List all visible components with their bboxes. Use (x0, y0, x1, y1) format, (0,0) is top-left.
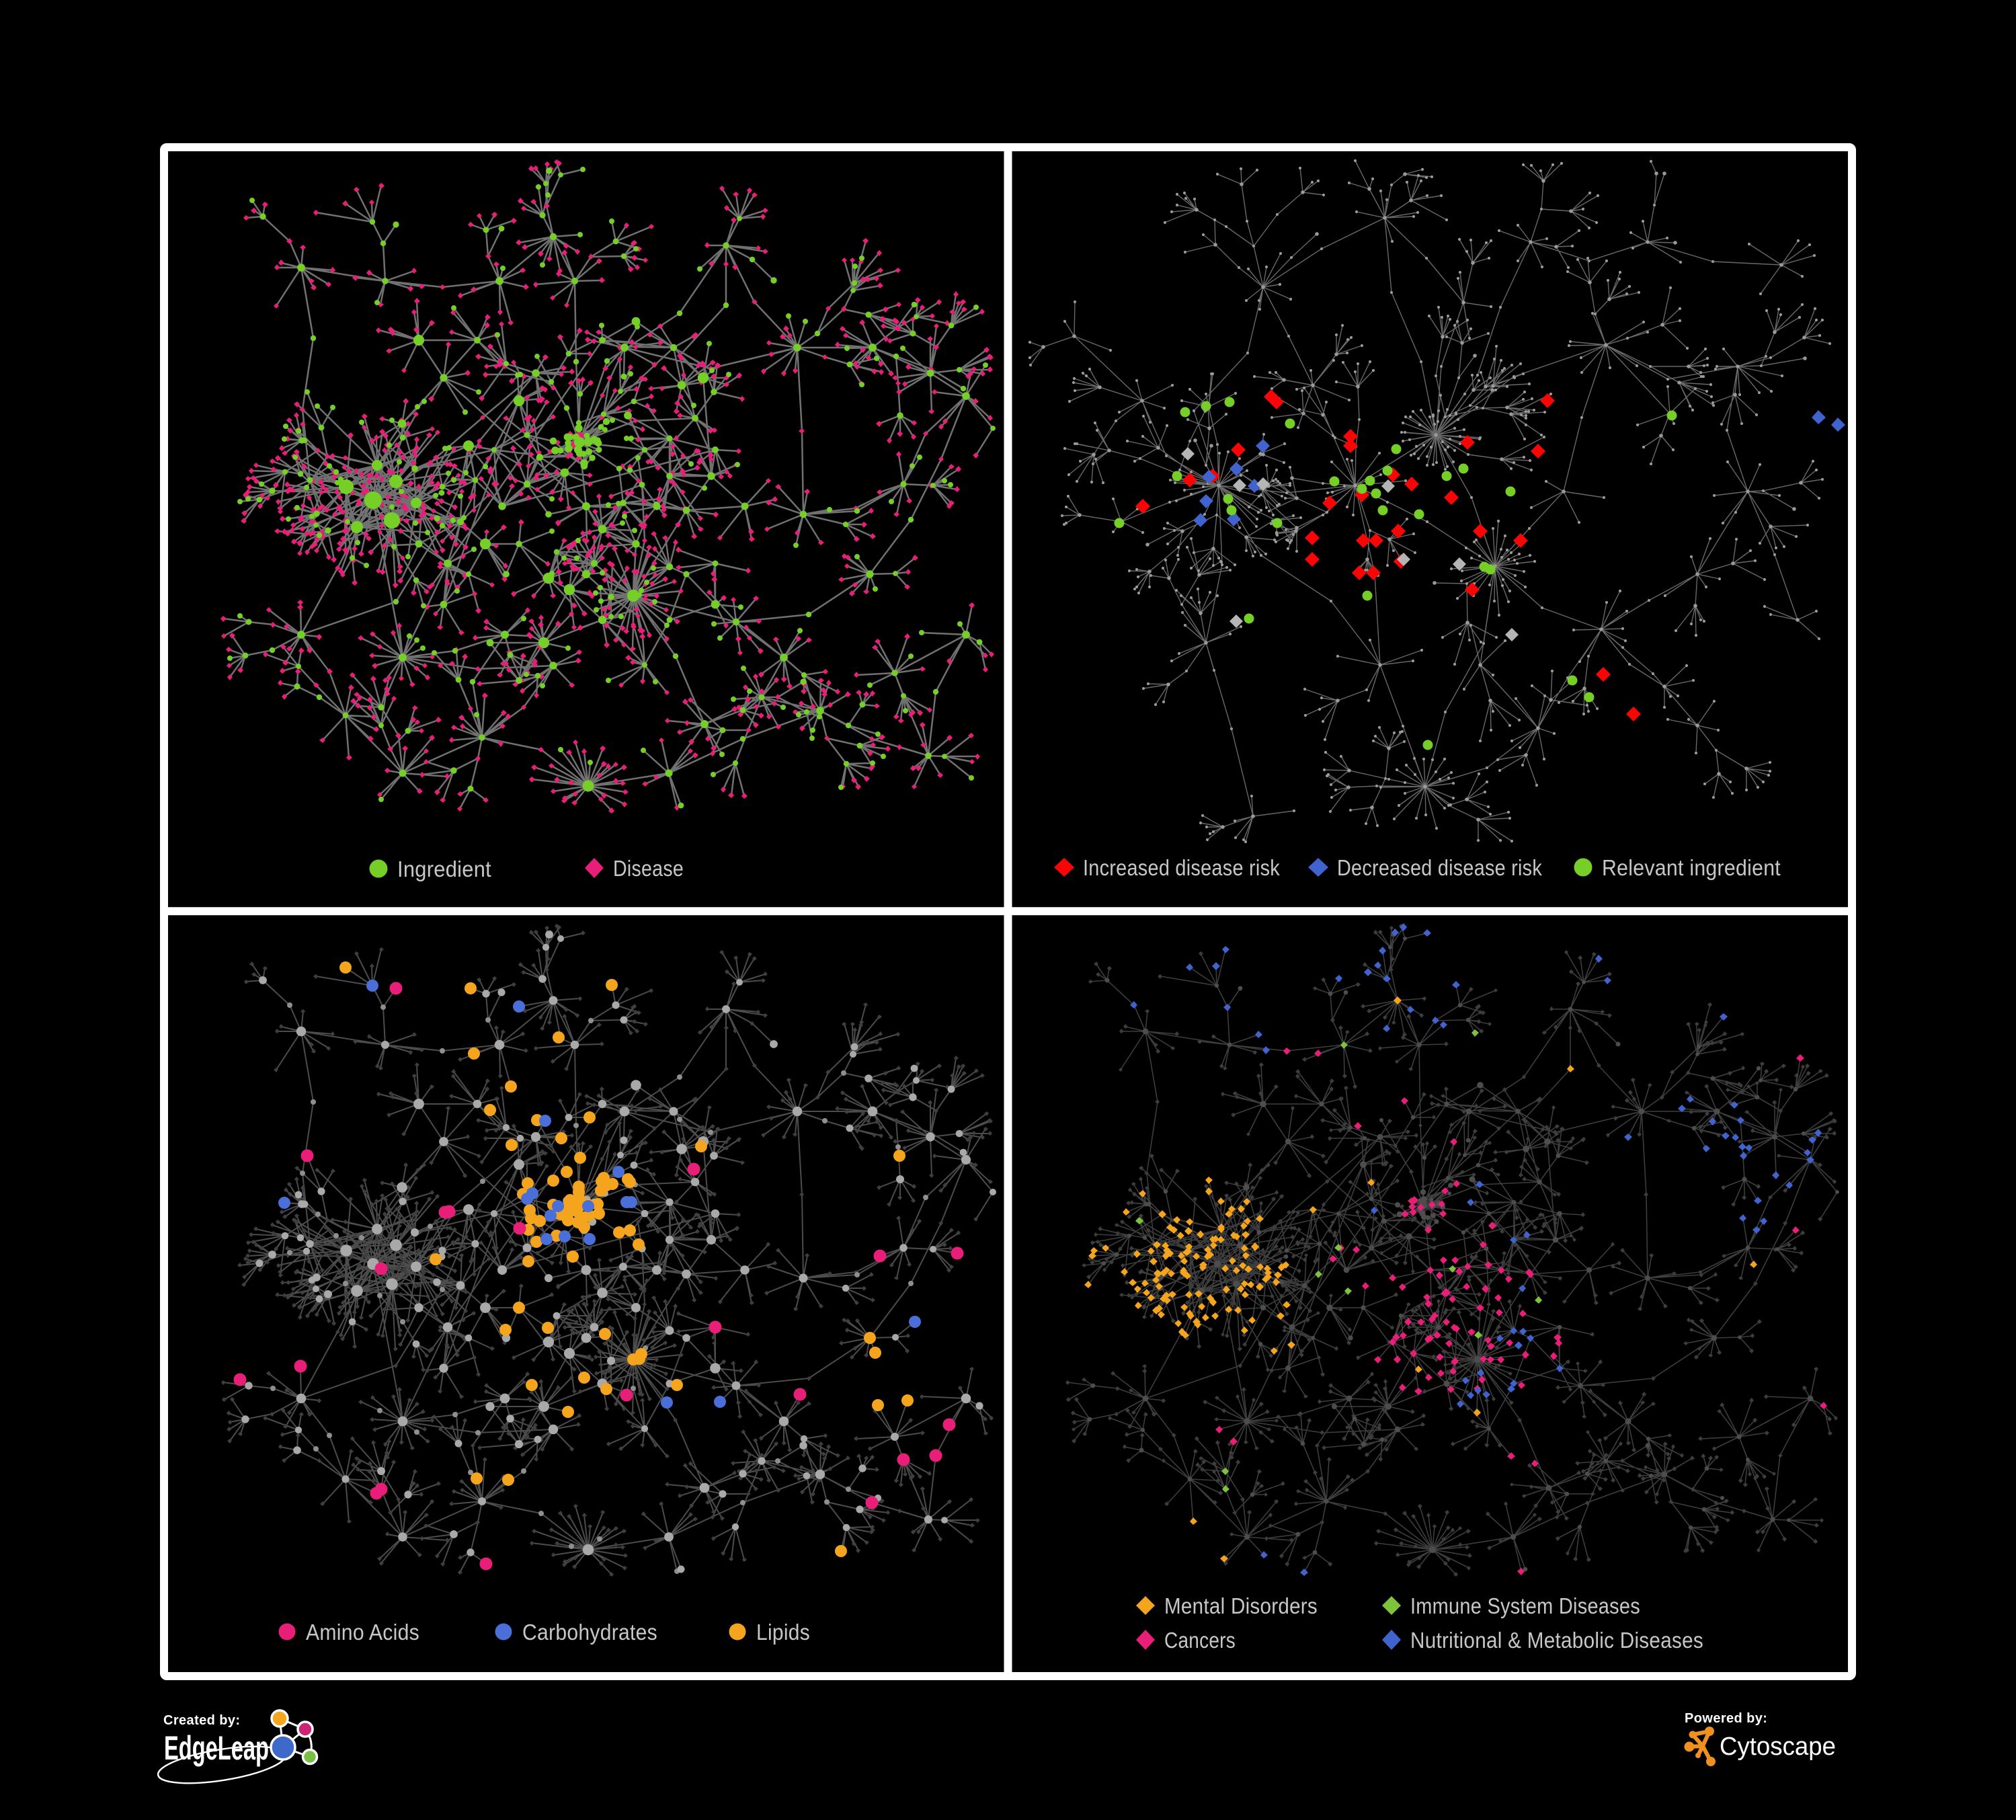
svg-text:Amino Acids: Amino Acids (306, 1620, 419, 1645)
svg-text:Cytoscape: Cytoscape (1720, 1733, 1836, 1761)
svg-text:Disease: Disease (613, 856, 684, 881)
svg-text:Carbohydrates: Carbohydrates (522, 1620, 657, 1645)
svg-text:Mental Disorders: Mental Disorders (1164, 1593, 1318, 1618)
svg-text:Lipids: Lipids (756, 1620, 810, 1645)
svg-text:Nutritional & Metabolic Diseas: Nutritional & Metabolic Diseases (1410, 1628, 1703, 1653)
svg-text:Created by:: Created by: (163, 1713, 240, 1728)
svg-text:Ingredient: Ingredient (397, 857, 491, 881)
svg-text:Powered by:: Powered by: (1685, 1711, 1767, 1726)
svg-text:EdgeLeap: EdgeLeap (164, 1729, 269, 1767)
svg-text:Immune System Diseases: Immune System Diseases (1410, 1593, 1640, 1618)
svg-text:Increased disease risk: Increased disease risk (1083, 855, 1280, 880)
svg-text:Decreased disease risk: Decreased disease risk (1337, 855, 1542, 880)
svg-text:Relevant ingredient: Relevant ingredient (1602, 855, 1781, 880)
svg-text:Cancers: Cancers (1164, 1628, 1236, 1653)
